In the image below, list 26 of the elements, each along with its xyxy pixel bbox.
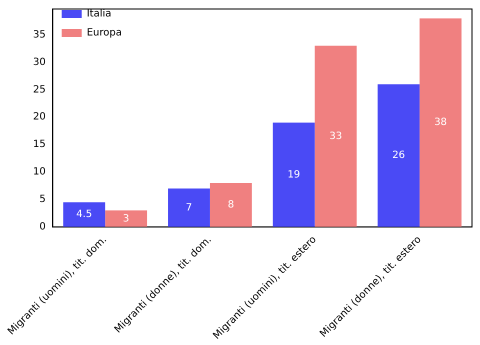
- data-label: 3: [122, 213, 130, 224]
- data-label: 19: [287, 169, 300, 180]
- y-tick-label: 10: [32, 166, 46, 178]
- y-tick-label: 35: [32, 29, 46, 40]
- y-tick-label: 0: [39, 221, 46, 232]
- y-tick-label: 15: [32, 139, 46, 150]
- data-label: 4.5: [76, 209, 92, 220]
- legend-label: Europa: [86, 28, 122, 39]
- bar: [168, 188, 210, 227]
- y-tick-label: 25: [32, 84, 46, 96]
- bar: [210, 182, 252, 227]
- y-tick-label: 20: [32, 112, 46, 123]
- y-tick-label: 30: [32, 56, 46, 68]
- data-label: 8: [228, 200, 234, 211]
- bar: [105, 210, 148, 227]
- y-tick-label: 5: [39, 194, 46, 206]
- data-label: 26: [392, 150, 405, 162]
- data-label: 38: [434, 117, 447, 128]
- bar: [314, 46, 357, 227]
- legend-label: Italia: [86, 8, 112, 20]
- data-label: 33: [329, 130, 342, 142]
- data-label: 7: [186, 202, 192, 214]
- bar: [420, 18, 462, 227]
- bar: [378, 84, 420, 227]
- bar: [63, 202, 106, 227]
- bar: [272, 122, 315, 227]
